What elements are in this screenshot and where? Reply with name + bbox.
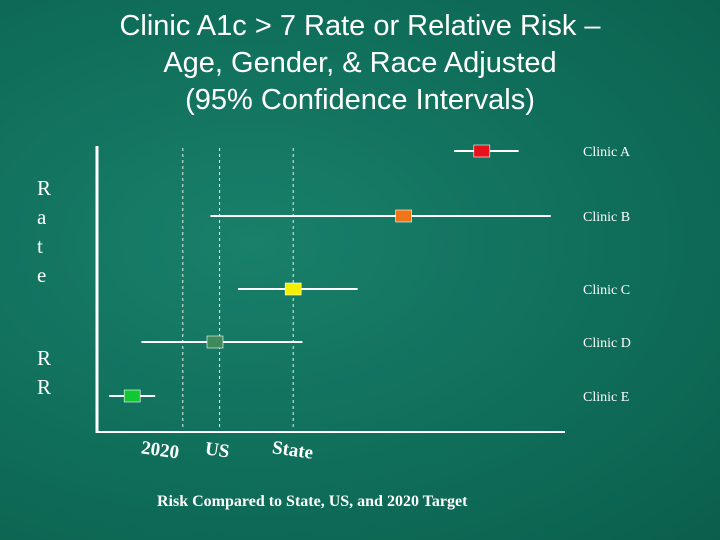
x-tick-us: US xyxy=(203,438,231,463)
y-axis-label-rr: R R xyxy=(37,344,51,402)
clinic-e-estimate-marker xyxy=(123,389,141,403)
y-label-char: e xyxy=(37,263,47,287)
y-label-char: t xyxy=(37,234,43,258)
clinic-a-label: Clinic A xyxy=(583,145,631,160)
y-label-char: R xyxy=(37,346,52,370)
y-label-char: R xyxy=(37,375,52,399)
clinic-b-estimate-marker xyxy=(395,209,412,223)
clinic-d-estimate-marker xyxy=(206,335,224,349)
clinic-e-label: Clinic E xyxy=(583,390,629,405)
clinic-c-estimate-marker xyxy=(284,282,302,296)
clinic-a-estimate-marker xyxy=(473,144,491,158)
y-axis-label-rate: R a t e xyxy=(37,174,51,290)
clinic-d-label: Clinic D xyxy=(583,336,631,351)
title-line-1: Clinic A1c > 7 Rate or Relative Risk – xyxy=(119,10,601,42)
clinic-c-label: Clinic C xyxy=(583,283,630,298)
title-line-3: (95% Confidence Intervals) xyxy=(185,84,535,116)
y-label-char: a xyxy=(37,205,47,229)
footer-caption: Risk Compared to State, US, and 2020 Tar… xyxy=(157,493,468,510)
chart-title: Clinic A1c > 7 Rate or Relative Risk – A… xyxy=(60,8,660,119)
clinic-b-label: Clinic B xyxy=(583,210,630,225)
y-label-char: R xyxy=(37,176,52,200)
title-line-2: Age, Gender, & Race Adjusted xyxy=(163,47,557,79)
